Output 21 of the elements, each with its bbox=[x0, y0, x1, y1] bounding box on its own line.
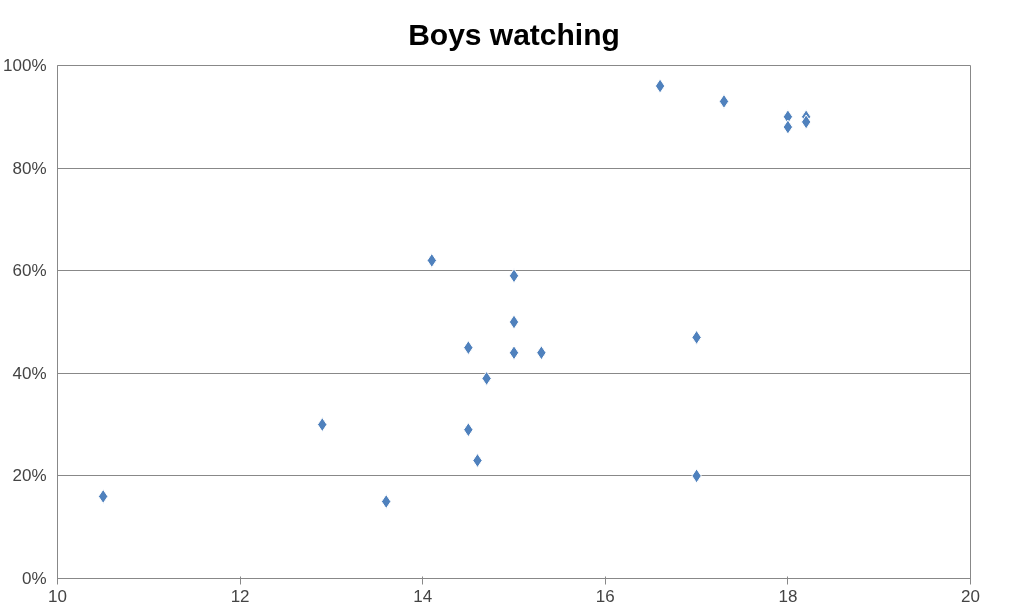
point bbox=[654, 78, 666, 94]
y-tick-label: 40% bbox=[12, 363, 47, 383]
y-tick-label: 60% bbox=[12, 261, 47, 281]
y-tick-label: 20% bbox=[12, 466, 47, 486]
x-tick-label: 18 bbox=[778, 586, 798, 606]
y-tick-label: 100% bbox=[3, 56, 47, 75]
point bbox=[508, 268, 520, 284]
point bbox=[800, 114, 812, 130]
point bbox=[97, 488, 109, 504]
x-tick-label: 10 bbox=[48, 586, 67, 606]
y-tick-label: 80% bbox=[12, 158, 47, 178]
x-tick-label: 14 bbox=[413, 586, 433, 606]
chart-title: Boys watching bbox=[408, 17, 620, 51]
x-tick-label: 16 bbox=[595, 586, 615, 606]
point bbox=[508, 345, 520, 361]
x-tick-label: 20 bbox=[961, 586, 980, 606]
point bbox=[782, 119, 794, 135]
x-tick-label: 12 bbox=[230, 586, 250, 606]
point bbox=[718, 93, 730, 109]
y-tick-label: 0% bbox=[21, 569, 47, 588]
point bbox=[508, 314, 520, 330]
